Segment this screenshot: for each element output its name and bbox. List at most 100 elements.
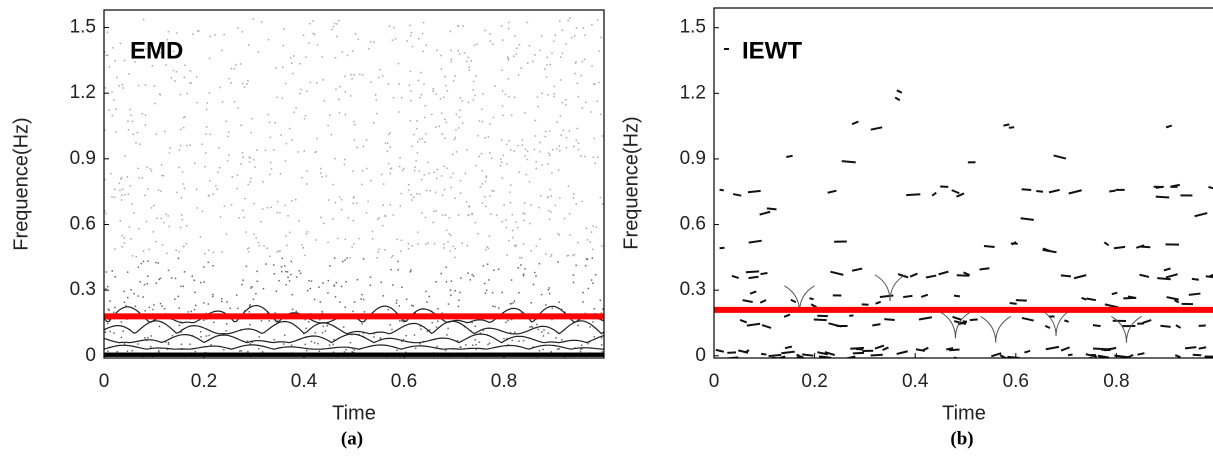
texture-dot bbox=[123, 343, 126, 345]
texture-dot bbox=[343, 351, 346, 353]
texture-dot bbox=[561, 29, 564, 31]
texture-dot bbox=[130, 203, 133, 205]
texture-dot bbox=[107, 350, 109, 352]
texture-dot bbox=[405, 334, 407, 337]
texture-dot bbox=[358, 333, 360, 336]
texture-dot bbox=[490, 213, 492, 215]
texture-dot bbox=[379, 68, 381, 71]
texture-dot bbox=[305, 90, 308, 92]
texture-dot bbox=[530, 301, 532, 304]
texture-dot bbox=[392, 284, 394, 286]
texture-dot bbox=[312, 20, 314, 22]
texture-dot bbox=[255, 292, 257, 295]
texture-dot bbox=[554, 34, 556, 37]
texture-dot bbox=[377, 251, 379, 253]
texture-dash bbox=[872, 323, 881, 327]
texture-dot bbox=[565, 98, 567, 101]
texture-dot bbox=[442, 214, 444, 216]
texture-dot bbox=[559, 56, 562, 58]
texture-dot bbox=[260, 220, 262, 223]
texture-dash bbox=[920, 293, 929, 298]
texture-dot bbox=[334, 201, 337, 204]
texture-dot bbox=[389, 146, 391, 148]
texture-dot bbox=[380, 281, 383, 284]
texture-dash bbox=[918, 316, 933, 321]
texture-dot bbox=[144, 48, 147, 50]
texture-dot bbox=[283, 28, 285, 30]
texture-dot bbox=[502, 114, 505, 117]
texture-dot bbox=[196, 207, 199, 209]
texture-dash bbox=[1194, 212, 1208, 218]
texture-dot bbox=[590, 111, 592, 113]
texture-dot bbox=[249, 157, 251, 159]
texture-dot bbox=[265, 263, 267, 265]
texture-dash bbox=[802, 353, 814, 357]
texture-dot bbox=[282, 44, 284, 47]
texture-band bbox=[104, 352, 604, 357]
texture-dot bbox=[352, 219, 354, 222]
texture-dot bbox=[491, 190, 494, 192]
texture-dot bbox=[114, 188, 116, 191]
texture-dot bbox=[508, 95, 510, 98]
texture-dot bbox=[382, 224, 384, 227]
texture-dot bbox=[398, 83, 400, 85]
texture-dot bbox=[399, 156, 401, 159]
texture-dot bbox=[418, 37, 420, 40]
texture-dot bbox=[205, 108, 208, 111]
texture-dot bbox=[321, 310, 323, 313]
texture-dot bbox=[162, 174, 165, 177]
texture-dash bbox=[894, 96, 901, 102]
texture-dot bbox=[246, 83, 248, 85]
texture-dot bbox=[418, 138, 421, 140]
texture-dot bbox=[310, 340, 313, 343]
texture-dash bbox=[1191, 277, 1199, 281]
texture-dot bbox=[459, 109, 461, 111]
texture-dot bbox=[223, 349, 225, 351]
texture-dot bbox=[400, 320, 403, 322]
texture-dot bbox=[532, 346, 534, 348]
texture-dot bbox=[425, 290, 427, 293]
texture-dot bbox=[107, 54, 109, 57]
texture-dot bbox=[147, 260, 149, 263]
texture-dot bbox=[480, 152, 483, 155]
texture-dot bbox=[494, 85, 496, 87]
texture-dot bbox=[269, 161, 272, 164]
texture-dash bbox=[882, 346, 889, 351]
texture-dot bbox=[107, 308, 110, 310]
texture-dot bbox=[308, 321, 310, 323]
texture-dot bbox=[503, 204, 505, 206]
texture-dot bbox=[429, 189, 432, 192]
texture-dash bbox=[870, 126, 883, 131]
texture-dot bbox=[106, 31, 109, 33]
texture-dot bbox=[153, 85, 156, 87]
texture-dot bbox=[276, 251, 278, 253]
texture-dot bbox=[428, 295, 431, 298]
texture-dot bbox=[124, 155, 126, 157]
texture-dot bbox=[131, 255, 134, 257]
texture-dot bbox=[411, 245, 413, 247]
texture-dash bbox=[884, 318, 895, 321]
texture-dot bbox=[196, 30, 199, 32]
texture-dot bbox=[443, 247, 445, 249]
texture-dot bbox=[258, 244, 261, 247]
texture-dot bbox=[313, 298, 316, 301]
texture-dot bbox=[144, 194, 146, 197]
texture-dot bbox=[398, 305, 401, 307]
texture-dot bbox=[351, 78, 353, 80]
texture-dot bbox=[334, 157, 336, 160]
texture-dot bbox=[319, 301, 322, 303]
texture-dot bbox=[580, 348, 582, 351]
texture-dot bbox=[208, 57, 211, 60]
texture-dot bbox=[183, 271, 186, 273]
texture-dot bbox=[138, 143, 141, 145]
texture-dot bbox=[244, 197, 246, 200]
texture-dot bbox=[472, 275, 475, 277]
texture-dash bbox=[810, 303, 817, 308]
texture-dot bbox=[511, 339, 513, 342]
texture-dot bbox=[499, 158, 502, 160]
texture-dot bbox=[573, 35, 576, 37]
texture-dot bbox=[600, 312, 603, 314]
texture-dot bbox=[235, 294, 238, 296]
texture-dot bbox=[332, 25, 335, 28]
texture-dash bbox=[1184, 346, 1197, 350]
